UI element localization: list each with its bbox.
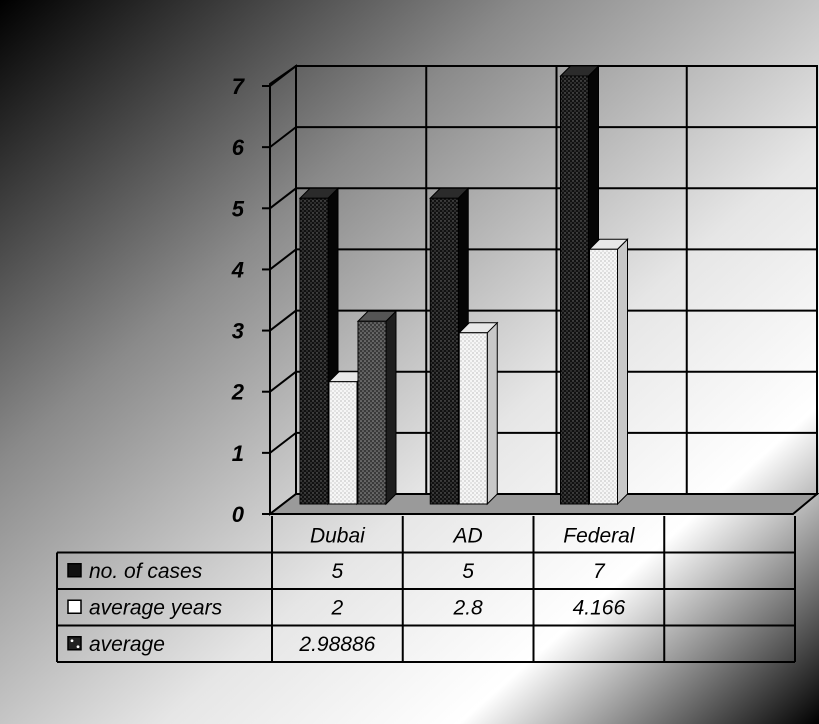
bar-front: [328, 381, 358, 505]
gridline-side: [269, 248, 297, 271]
bar-front: [357, 320, 387, 505]
table-cell: 5: [332, 560, 344, 583]
legend-key: [67, 636, 82, 651]
table-row: average years 2 2.8 4.166: [67, 596, 626, 619]
bar: [458, 321, 499, 506]
legend-label: no. of cases: [89, 560, 203, 583]
bar-side: [385, 310, 397, 506]
bar-front: [560, 75, 589, 505]
table-grid: [56, 516, 796, 663]
category-label: Dubai: [310, 524, 366, 547]
bar-side: [486, 321, 498, 506]
bar-front: [299, 197, 329, 505]
gridline-side: [269, 309, 297, 332]
bar-front: [589, 248, 618, 505]
legend-key: [67, 563, 82, 578]
y-tick-label: 5: [232, 196, 245, 221]
y-tick-label: 1: [232, 441, 244, 466]
bar-front: [429, 197, 459, 505]
legend-key: [67, 599, 82, 614]
bar-front: [458, 332, 488, 505]
y-tick-label: 3: [232, 319, 244, 344]
gridline-side: [269, 187, 297, 210]
category-label: Federal: [563, 524, 636, 547]
table-row: average 2.98886: [67, 633, 376, 656]
legend-key-dot: [70, 639, 74, 643]
table-cell: 2.98886: [298, 633, 375, 656]
table-row: no. of cases 5 5 7: [67, 560, 606, 583]
gridline-side: [269, 126, 297, 148]
plot-floor: [267, 493, 819, 515]
gridline-side: [269, 370, 297, 393]
y-tick-label: 6: [232, 135, 245, 160]
y-tick-label: 7: [232, 74, 246, 99]
gridline-side: [269, 432, 297, 454]
legend-label: average: [89, 633, 165, 656]
wall-dividers: [425, 66, 688, 494]
y-tick-label: 0: [232, 502, 245, 527]
table-cell: 2.8: [453, 596, 484, 619]
y-tick-label: 2: [231, 380, 245, 405]
legend-key-dot: [76, 645, 80, 649]
table-cell: 4.166: [573, 596, 626, 619]
y-tick-label: 4: [231, 257, 244, 282]
data-table: Dubai AD Federal no. of cases 5 5 7 average ye…: [56, 516, 796, 663]
bars: [298, 64, 629, 506]
bar: [588, 238, 629, 506]
table-cell: 7: [593, 560, 606, 583]
category-label: AD: [452, 524, 483, 547]
table-cell: 2: [331, 596, 344, 619]
bar-side: [617, 238, 628, 506]
y-axis: 0 1 2 3 4 5 6 7: [231, 74, 270, 527]
legend-label: average years: [89, 596, 223, 619]
table-cell: 5: [462, 560, 474, 583]
bar: [356, 310, 398, 506]
category-labels: Dubai AD Federal: [310, 524, 636, 547]
